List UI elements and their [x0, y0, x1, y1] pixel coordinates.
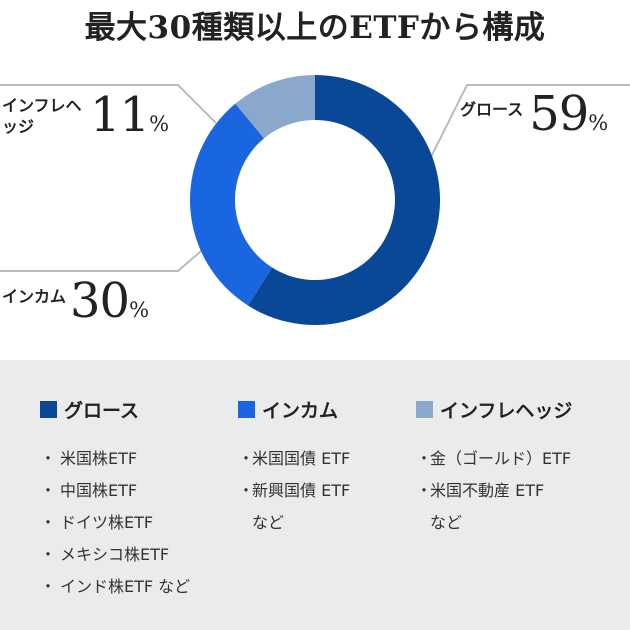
- chart-area: インフレヘッジ 11% インカム 30% グロース 59%: [0, 55, 630, 355]
- legend-column-income: インカム ・米国国債 ETF ・新興国債 ETF など: [238, 396, 350, 539]
- legend-heading: インカム: [238, 396, 350, 423]
- legend-column-inflation: インフレヘッジ ・金（ゴールド）ETF ・米国不動産 ETF など: [416, 396, 572, 539]
- bullet-glyph: ・: [238, 481, 255, 500]
- slice-label-number: 30: [70, 273, 130, 329]
- slice-label-name: グロース: [460, 100, 524, 119]
- legend-heading: インフレヘッジ: [416, 396, 572, 423]
- legend-item: ・金（ゴールド）ETF: [416, 443, 572, 475]
- legend-item-text: 金（ゴールド）ETF: [430, 449, 572, 468]
- legend-item-text: メキシコ株ETF: [60, 545, 170, 564]
- legend-swatch: [238, 401, 255, 418]
- legend-item: ・米国株ETF: [40, 443, 190, 475]
- slice-label-unit: %: [588, 111, 609, 135]
- legend-item-text: インド株ETF など: [60, 577, 191, 596]
- legend-item-text: 米国株ETF: [60, 449, 138, 468]
- donut-slices: [190, 75, 440, 325]
- donut-chart: [0, 75, 630, 325]
- slice-label-value: 30%: [70, 277, 149, 325]
- legend-item-text: ドイツ株ETF: [60, 513, 154, 532]
- slice-label-growth: グロース 59%: [460, 90, 608, 138]
- legend-panel: グロース ・米国株ETF ・中国株ETF ・ドイツ株ETF ・メキシコ株ETF ・インド…: [0, 360, 630, 630]
- legend-swatch: [40, 401, 57, 418]
- legend-item: ・メキシコ株ETF: [40, 539, 190, 571]
- leader-line-inflation: [0, 84, 217, 124]
- legend-title: インフレヘッジ: [440, 400, 573, 422]
- legend-item-text: 米国国債 ETF: [252, 449, 351, 468]
- legend-item: ・インド株ETF など: [40, 571, 190, 603]
- legend-item: ・米国国債 ETF: [238, 443, 350, 475]
- legend-item-list: ・米国国債 ETF ・新興国債 ETF など: [238, 443, 350, 539]
- bullet-glyph: ・: [40, 577, 57, 596]
- bullet-glyph: ・: [238, 449, 255, 468]
- bullet-glyph: ・: [40, 513, 57, 532]
- legend-item-text: 中国株ETF: [60, 481, 138, 500]
- legend-title: インカム: [262, 400, 339, 422]
- slice-label-name: インフレヘッジ: [2, 96, 82, 136]
- page-title: 最大30種類以上のETFから構成: [84, 10, 546, 46]
- slice-inflation: [235, 75, 315, 139]
- slice-label-unit: %: [149, 112, 170, 136]
- slice-label-value: 11%: [90, 91, 169, 139]
- legend-item: ・ドイツ株ETF: [40, 507, 190, 539]
- legend-heading: グロース: [40, 396, 190, 423]
- slice-label-value: 59%: [529, 90, 608, 138]
- legend-item: ・米国不動産 ETF など: [416, 475, 572, 539]
- slice-label-income: インカム 30%: [2, 277, 149, 325]
- legend-title: グロース: [64, 400, 140, 422]
- legend-item-text: 米国不動産 ETF など: [430, 481, 545, 532]
- bullet-glyph: ・: [416, 481, 433, 500]
- legend-item-list: ・米国株ETF ・中国株ETF ・ドイツ株ETF ・メキシコ株ETF ・インド株ETF …: [40, 443, 190, 603]
- slice-growth: [248, 75, 440, 325]
- bullet-glyph: ・: [40, 545, 57, 564]
- leader-lines: [0, 84, 630, 272]
- slice-label-inflation: インフレヘッジ 11%: [2, 91, 169, 139]
- slice-label-name: インカム: [2, 287, 67, 306]
- legend-item-text: 新興国債 ETF など: [252, 481, 351, 532]
- bullet-glyph: ・: [40, 449, 57, 468]
- slice-income: [190, 103, 273, 306]
- legend-item: ・新興国債 ETF など: [238, 475, 350, 539]
- legend-swatch: [416, 401, 433, 418]
- leader-line-income: [0, 244, 209, 272]
- slice-label-number: 11: [90, 87, 150, 143]
- leader-line-growth: [421, 84, 630, 176]
- slice-label-number: 59: [529, 86, 589, 142]
- legend-item-list: ・金（ゴールド）ETF ・米国不動産 ETF など: [416, 443, 572, 539]
- bullet-glyph: ・: [416, 449, 433, 468]
- legend-column-growth: グロース ・米国株ETF ・中国株ETF ・ドイツ株ETF ・メキシコ株ETF ・インド…: [40, 396, 190, 603]
- bullet-glyph: ・: [40, 481, 57, 500]
- slice-label-unit: %: [129, 298, 150, 322]
- legend-item: ・中国株ETF: [40, 475, 190, 507]
